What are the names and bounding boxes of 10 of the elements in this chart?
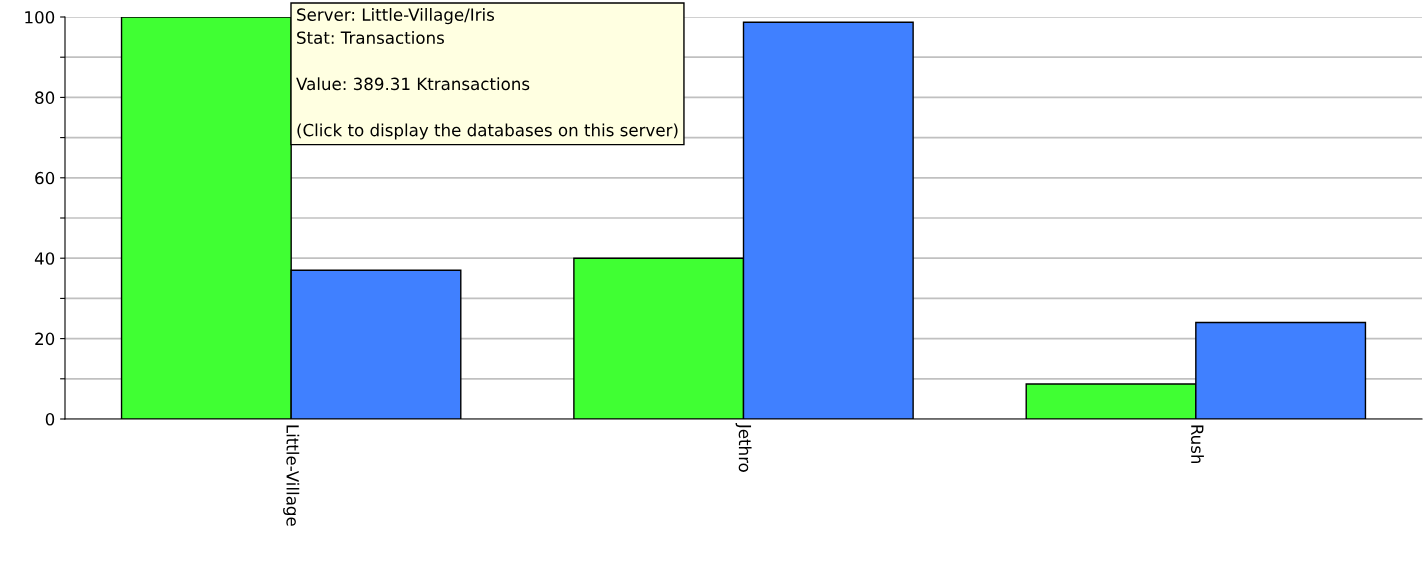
x-tick-label: Rush	[1191, 425, 1204, 464]
y-tick-label: 20	[35, 332, 55, 346]
x-tick-label: Little-Village	[283, 425, 300, 526]
y-tick-label: 40	[34, 252, 55, 265]
x-tick-label: Jethro	[735, 423, 752, 472]
y-tick-label: 100	[25, 10, 55, 24]
text: Server: Little-Village/Iris Stat: Transactions Value: 389.31 Ktransactions (Click to display the databases on this server)	[296, 8, 678, 140]
y-tick-label: 0	[45, 412, 55, 426]
y-tick-label: 80	[35, 91, 55, 104]
y-tick-label: 60	[35, 171, 55, 185]
